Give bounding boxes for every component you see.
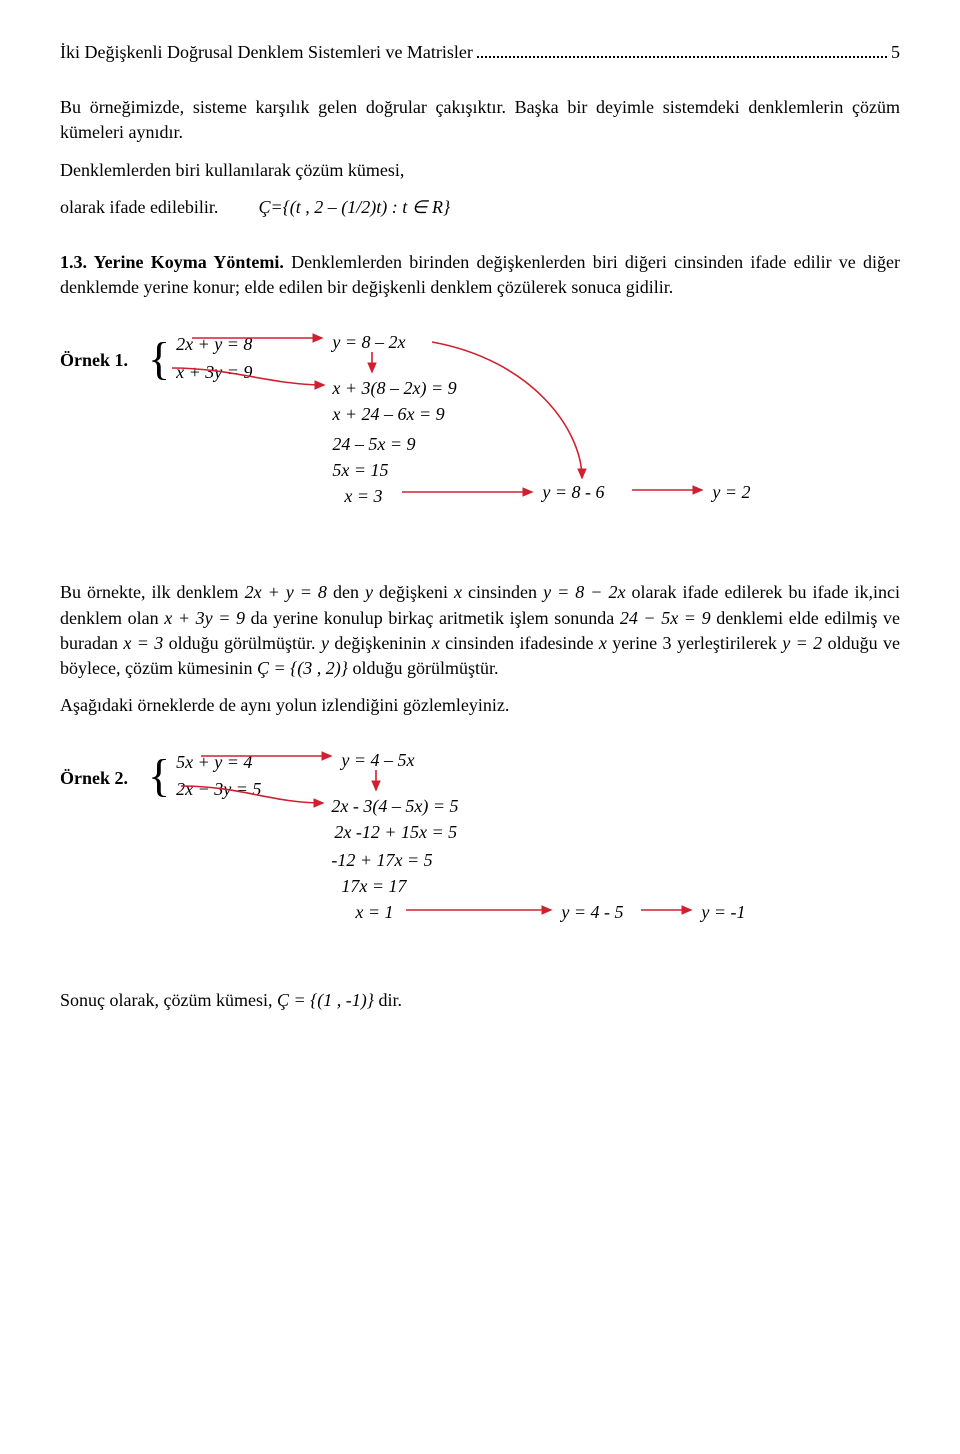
example-1-system: { 2x + y = 8 x + 3y = 9 bbox=[148, 330, 252, 386]
ex2-r1: y = 4 - 5 bbox=[561, 900, 623, 925]
ex2-w3: -12 + 17x = 5 bbox=[331, 848, 432, 873]
ex1-w2: x + 24 – 6x = 9 bbox=[332, 402, 444, 427]
ex2-r2: y = -1 bbox=[701, 900, 745, 925]
paragraph-intro: Bu örneğimizde, sisteme karşılık gelen d… bbox=[60, 95, 900, 145]
example-1-eq1: 2x + y = 8 bbox=[176, 332, 252, 357]
ex1-w1: x + 3(8 – 2x) = 9 bbox=[332, 376, 456, 401]
page-number: 5 bbox=[891, 40, 900, 65]
example-2: Örnek 2. { 5x + y = 4 2x − 3y = 5 y = 4 … bbox=[60, 748, 900, 948]
section-number: 1.3. Yerine Koyma Yöntemi. bbox=[60, 252, 284, 272]
ex1-r2: y = 2 bbox=[712, 480, 750, 505]
ex2-w1: 2x - 3(4 – 5x) = 5 bbox=[331, 794, 458, 819]
example-2-eq2: 2x − 3y = 5 bbox=[176, 777, 261, 802]
brace-icon: { bbox=[148, 753, 170, 799]
ex2-top: y = 4 – 5x bbox=[341, 748, 414, 773]
example-2-work: y = 4 – 5x 2x - 3(4 – 5x) = 5 2x -12 + 1… bbox=[301, 748, 900, 948]
example-2-system: { 5x + y = 4 2x − 3y = 5 bbox=[148, 748, 261, 804]
ex1-top: y = 8 – 2x bbox=[332, 330, 405, 355]
solution-set-formula: Ç={(t , 2 – (1/2)t) : t ∈ R} bbox=[258, 195, 450, 220]
ex2-w5: x = 1 bbox=[355, 900, 393, 925]
paragraph-tail: olarak ifade edilebilir. bbox=[60, 195, 218, 220]
example-1-eq2: x + 3y = 9 bbox=[176, 360, 252, 385]
ex2-w2: 2x -12 + 15x = 5 bbox=[334, 820, 457, 845]
footer-result: Sonuç olarak, çözüm kümesi, Ç = {(1 , -1… bbox=[60, 988, 900, 1013]
ex1-w5: x = 3 bbox=[344, 484, 382, 509]
paragraph-lead: Denklemlerden biri kullanılarak çözüm kü… bbox=[60, 158, 900, 183]
example-2-label: Örnek 2. bbox=[60, 748, 128, 791]
ex1-w3: 24 – 5x = 9 bbox=[332, 432, 415, 457]
header-title: İki Değişkenli Doğrusal Denklem Sistemle… bbox=[60, 40, 473, 65]
paragraph-follow: Aşağıdaki örneklerde de aynı yolun izlen… bbox=[60, 693, 900, 718]
example-1: Örnek 1. { 2x + y = 8 x + 3y = 9 y = 8 –… bbox=[60, 330, 900, 540]
example-1-label: Örnek 1. bbox=[60, 330, 128, 373]
page-header: İki Değişkenli Doğrusal Denklem Sistemle… bbox=[60, 40, 900, 65]
example-1-explanation: Bu örnekte, ilk denklem 2x + y = 8 den y… bbox=[60, 580, 900, 681]
ex2-w4: 17x = 17 bbox=[341, 874, 406, 899]
ex1-w4: 5x = 15 bbox=[332, 458, 388, 483]
brace-icon: { bbox=[148, 336, 170, 382]
section-1-3: 1.3. Yerine Koyma Yöntemi. Denklemlerden… bbox=[60, 250, 900, 300]
example-1-work: y = 8 – 2x x + 3(8 – 2x) = 9 x + 24 – 6x… bbox=[292, 330, 900, 540]
ex1-r1: y = 8 - 6 bbox=[542, 480, 604, 505]
header-dots bbox=[477, 42, 887, 58]
example-2-eq1: 5x + y = 4 bbox=[176, 750, 261, 775]
